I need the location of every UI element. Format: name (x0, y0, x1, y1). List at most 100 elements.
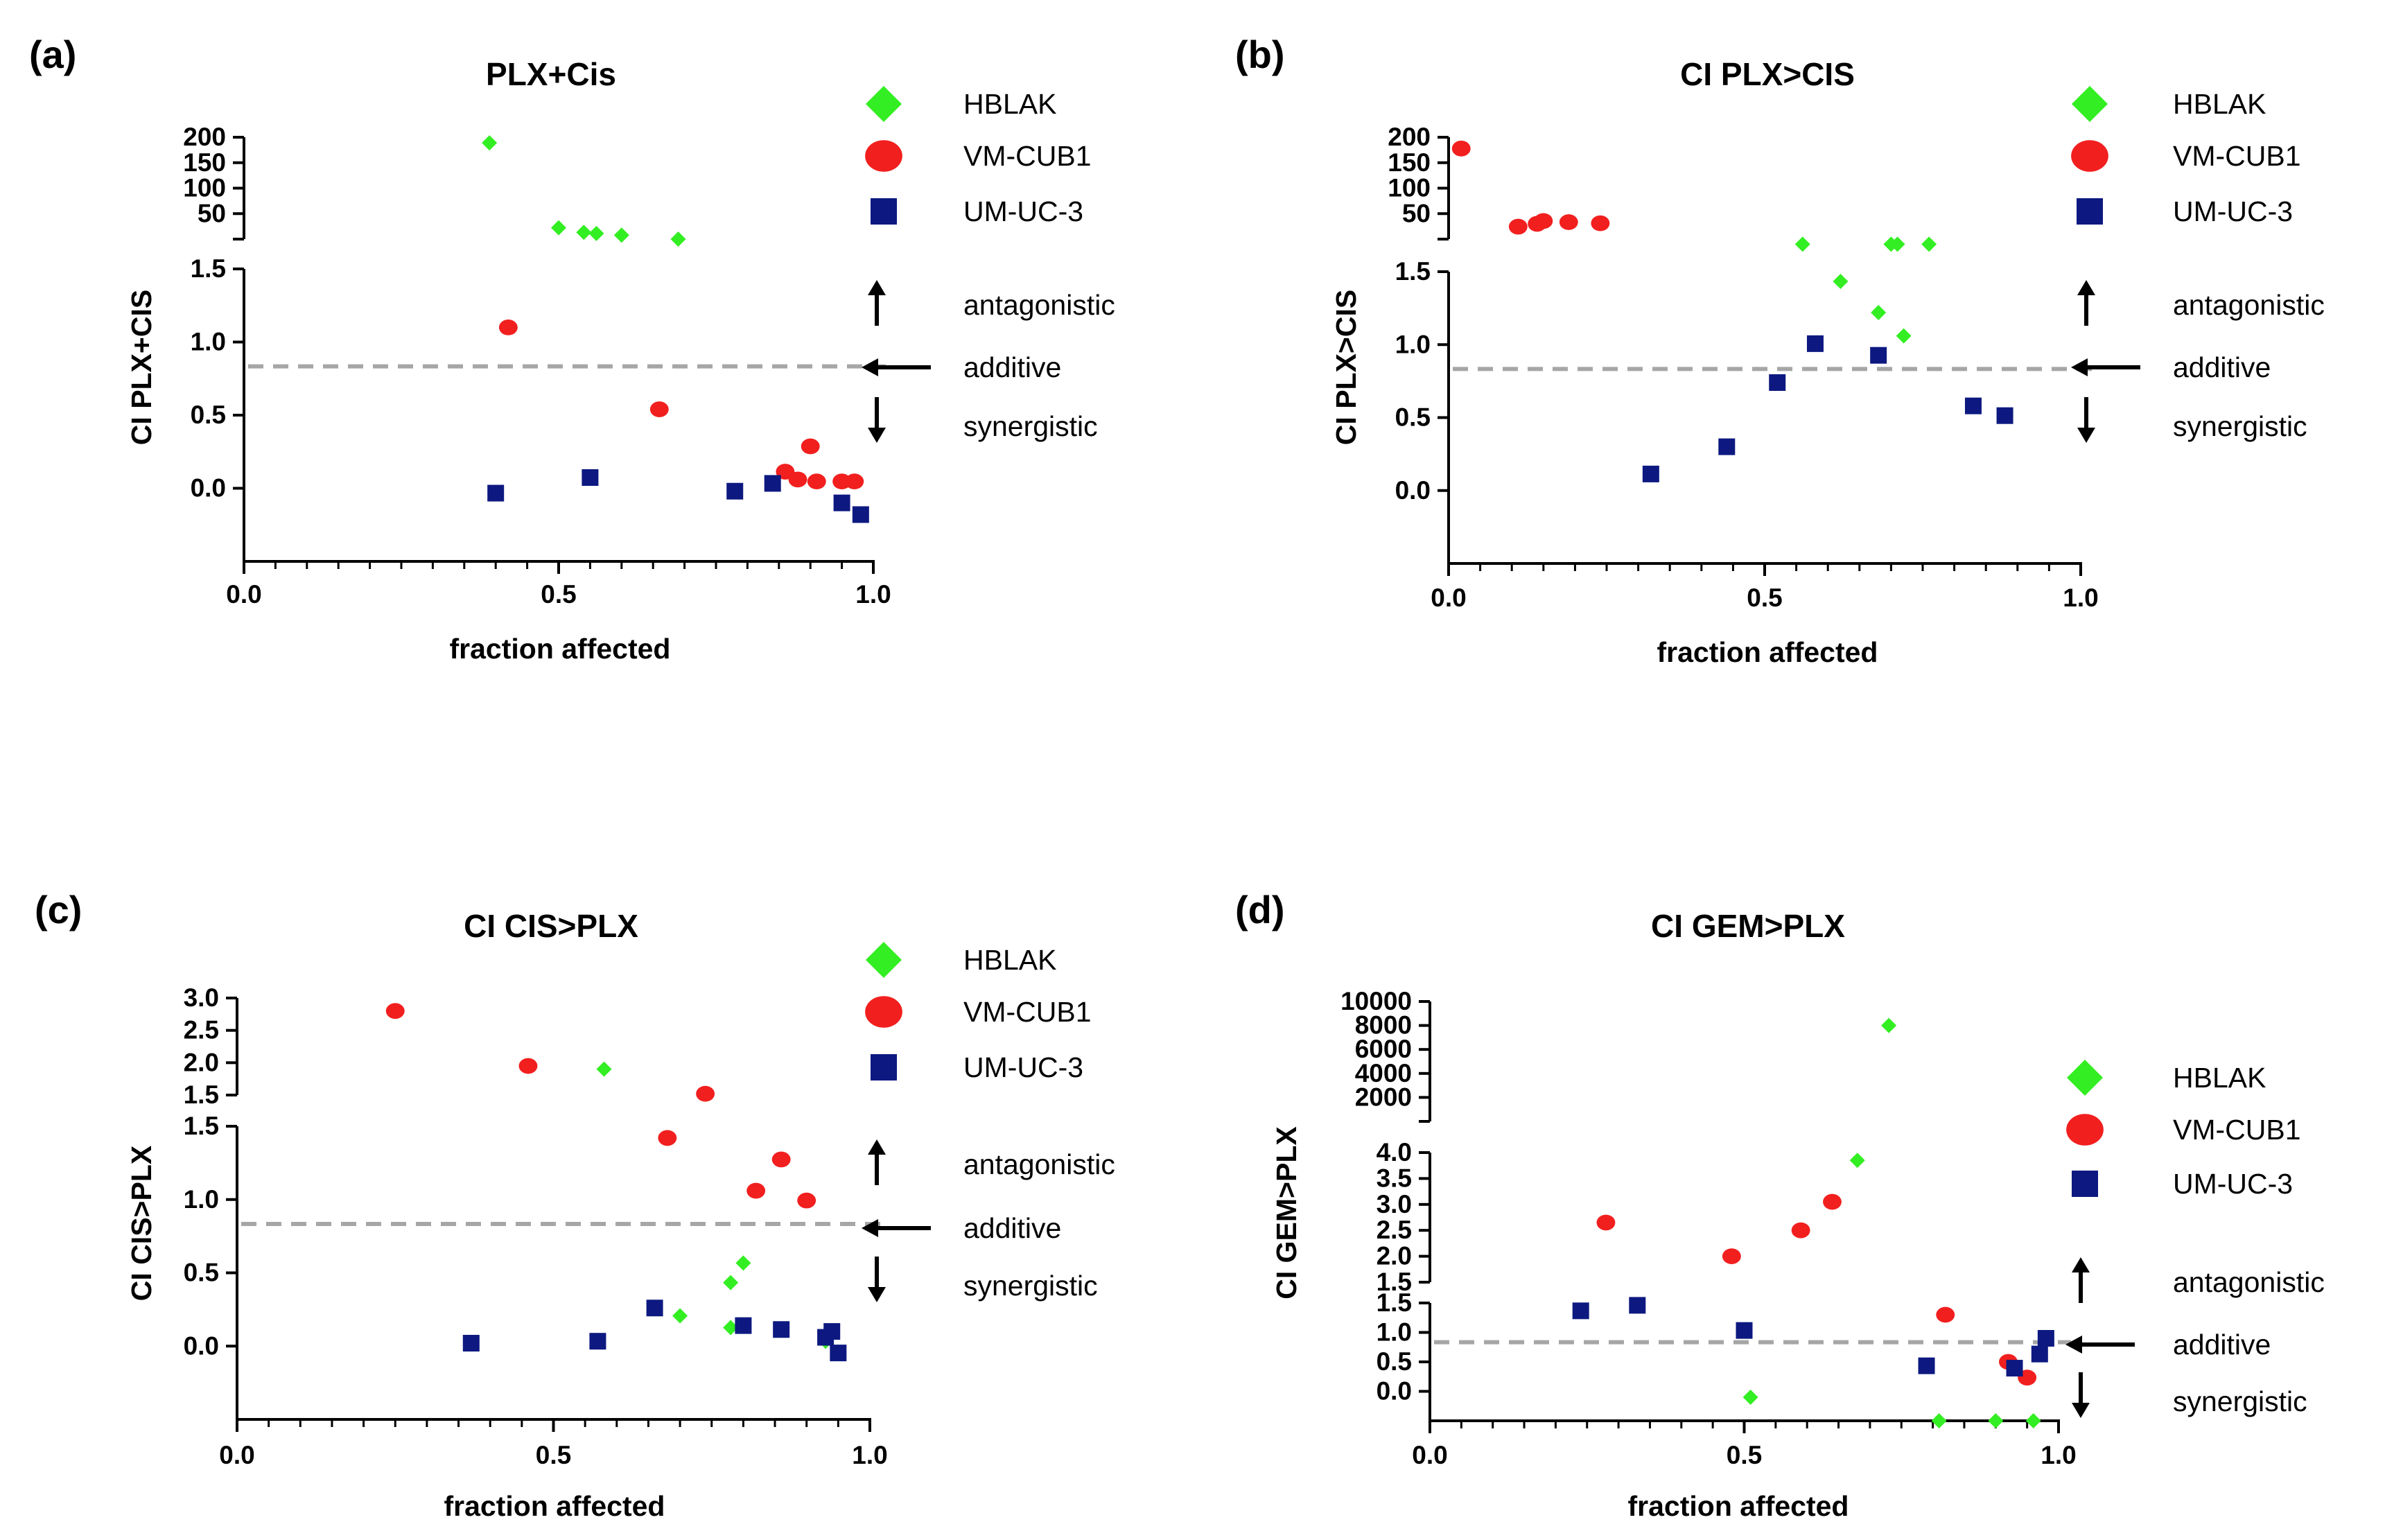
panel-c-point-hblak-3 (735, 1255, 751, 1271)
panel-d-point-vm-cub1-2 (1791, 1222, 1810, 1239)
panel-d-x-axis: 0.0 0.5 1.0 (1412, 1419, 2077, 1469)
panel-c-y-tick-label-1-1: 2.0 (184, 1048, 219, 1076)
panel-b-point-um-uc-3-5 (1964, 397, 1982, 414)
panel-d-x-tick-label-1: 0.5 (1727, 1441, 1762, 1469)
panel-d-y-tick-label-1-1: 2.0 (1377, 1242, 1412, 1270)
panel-c-x-tick-label-0: 0.0 (219, 1441, 254, 1469)
panel-d-y-tick-label-2-4: 10000 (1340, 987, 1412, 1015)
panel-c-point-vm-cub1-4 (746, 1182, 766, 1199)
panel-b-down-arrow-head (2077, 428, 2095, 443)
panel-b-point-vm-cub1-5 (1591, 215, 1610, 231)
panel-c-point-um-uc-3-6 (823, 1323, 841, 1340)
panel-b-y-tick-label-1-3: 200 (1388, 123, 1431, 151)
panel-d-annotations: antagonistic additive synergistic (2065, 1257, 2325, 1418)
panel-c-point-um-uc-3-2 (646, 1300, 663, 1317)
panel-c-x-axis: 0.0 0.5 1.0 (219, 1418, 888, 1469)
panel-a-y-tick-label-0-2: 1.0 (191, 328, 226, 356)
panel-a-x-tick-label-0: 0.0 (226, 580, 261, 609)
panel-a-point-vm-cub1-7 (845, 473, 864, 490)
panel-d-point-vm-cub1-3 (1823, 1193, 1842, 1210)
panel-c-legend-label-hblak: HBLAK (963, 944, 1056, 976)
panel-b-point-um-uc-3-0 (1642, 465, 1659, 482)
panel-d-data-points (1572, 1017, 2054, 1428)
panel-c-y-tick-label-0-3: 1.5 (184, 1112, 219, 1140)
panel-a-title: PLX+Cis (486, 56, 616, 92)
panel-d-point-um-uc-3-5 (2031, 1345, 2048, 1363)
panel-d-y-axis: 0.00.51.01.51.52.02.53.03.54.02000400060… (1340, 987, 1431, 1433)
panel-b-point-vm-cub1-4 (1559, 214, 1578, 230)
panel-d-x-tick-label-0: 0.0 (1412, 1441, 1447, 1469)
panel-d-point-hblak-5 (2025, 1413, 2041, 1428)
panel-b-up-arrow-head (2077, 280, 2095, 295)
panel-c-legend-marker-vm-cub1 (865, 996, 902, 1028)
panel-a-legend-label-vm-cub1: VM-CUB1 (963, 140, 1092, 172)
panel-c-point-hblak-2 (723, 1275, 739, 1290)
panel-a-annotation-mid: additive (963, 351, 1061, 383)
panel-c-point-um-uc-3-3 (735, 1317, 752, 1334)
panel-a-x-tick-label-1: 0.5 (541, 580, 576, 609)
panel-b-annotation-mid: additive (2173, 351, 2271, 383)
panel-b-annotation-down: synergistic (2173, 410, 2307, 442)
panel-d-y-tick-label-1-5: 4.0 (1377, 1138, 1412, 1166)
panel-b-y-tick-label-1-1: 100 (1388, 174, 1431, 202)
panel-a-legend-marker-hblak (866, 86, 902, 122)
panel-c-legend-label-vm-cub1: VM-CUB1 (963, 996, 1092, 1028)
panel-d-y-tick-label-0-2: 1.0 (1377, 1318, 1412, 1347)
panel-b-y-tick-label-1-0: 50 (1402, 199, 1431, 227)
panel-d-point-vm-cub1-0 (1596, 1214, 1616, 1231)
panel-b-y-tick-label-0-1: 0.5 (1395, 403, 1431, 432)
panel-d-legend-label-hblak: HBLAK (2173, 1062, 2266, 1094)
panel-a-annotation-down: synergistic (963, 410, 1098, 442)
panel-a-legend-marker-vm-cub1 (865, 140, 902, 172)
panel-b-point-hblak-0 (1794, 236, 1810, 252)
panel-c-point-vm-cub1-2 (658, 1130, 677, 1146)
panel-a-point-hblak-5 (670, 231, 686, 247)
panel-d-point-um-uc-3-2 (1736, 1322, 1753, 1339)
panel-c-down-arrow-head (868, 1287, 886, 1302)
panel-b-x-tick-label-1: 0.5 (1747, 584, 1782, 612)
panel-b-letter: (b) (1235, 33, 1285, 76)
panel-a-point-um-uc-3-5 (852, 506, 869, 523)
panel-a-x-axis-title: fraction affected (450, 633, 671, 665)
panel-a-letter: (a) (29, 33, 76, 76)
panel-a-y-tick-label-1-3: 200 (183, 123, 226, 151)
panel-b-point-hblak-2 (1889, 236, 1905, 252)
panel-c-point-um-uc-3-4 (773, 1321, 790, 1338)
panel-a-y-tick-label-0-3: 1.5 (191, 254, 226, 283)
panel-d-legend-label-um-uc-3: UM-UC-3 (2173, 1168, 2293, 1200)
panel-c-y-tick-label-0-2: 1.0 (184, 1185, 219, 1214)
panel-b-y-tick-label-0-2: 1.0 (1395, 330, 1431, 358)
panel-a-up-arrow-head (868, 280, 886, 295)
panel-c-legend-marker-um-uc-3 (871, 1054, 897, 1080)
panel-d-point-hblak-2 (1742, 1390, 1758, 1405)
panel-c-y-tick-label-1-2: 2.5 (184, 1016, 219, 1044)
panel-d-annotation-up: antagonistic (2173, 1266, 2325, 1298)
panel-c-point-vm-cub1-6 (797, 1192, 816, 1209)
panel-b-point-vm-cub1-3 (1534, 213, 1553, 229)
panel-c-point-um-uc-3-0 (462, 1335, 480, 1352)
panel-b-point-hblak-5 (1871, 304, 1887, 320)
panel-b-legend-label-um-uc-3: UM-UC-3 (2173, 195, 2293, 227)
panel-d-up-arrow-head (2072, 1257, 2090, 1272)
panel-c-x-axis-title: fraction affected (444, 1490, 665, 1522)
panel-d-y-tick-label-2-1: 4000 (1355, 1059, 1412, 1087)
panel-c-annotation-mid: additive (963, 1212, 1061, 1244)
panel-b-left-arrow-head (2071, 358, 2088, 376)
panel-d-point-vm-cub1-4 (1936, 1306, 1955, 1323)
panel-b-title: CI PLX>CIS (1680, 56, 1855, 92)
panel-a-point-um-uc-3-4 (833, 494, 850, 511)
panel-a-point-hblak-3 (588, 225, 604, 241)
panel-a-point-vm-cub1-0 (498, 320, 518, 335)
panel-b-point-um-uc-3-4 (1870, 347, 1887, 364)
panel-c-x-tick-label-2: 1.0 (852, 1441, 887, 1469)
panel-a-data-points (482, 135, 869, 523)
panel-d-y-tick-label-0-3: 1.5 (1377, 1288, 1412, 1317)
panel-b-y-tick-label-0-0: 0.0 (1395, 476, 1431, 505)
panel-c-annotations: antagonistic additive synergistic (862, 1139, 1115, 1302)
panel-b-legend-label-vm-cub1: VM-CUB1 (2173, 140, 2301, 172)
panel-c-point-hblak-0 (596, 1061, 612, 1077)
panel-b-y-axis-title: CI PLX>CIS (1330, 290, 1362, 445)
panel-d-y-tick-label-1-4: 3.5 (1377, 1164, 1412, 1192)
